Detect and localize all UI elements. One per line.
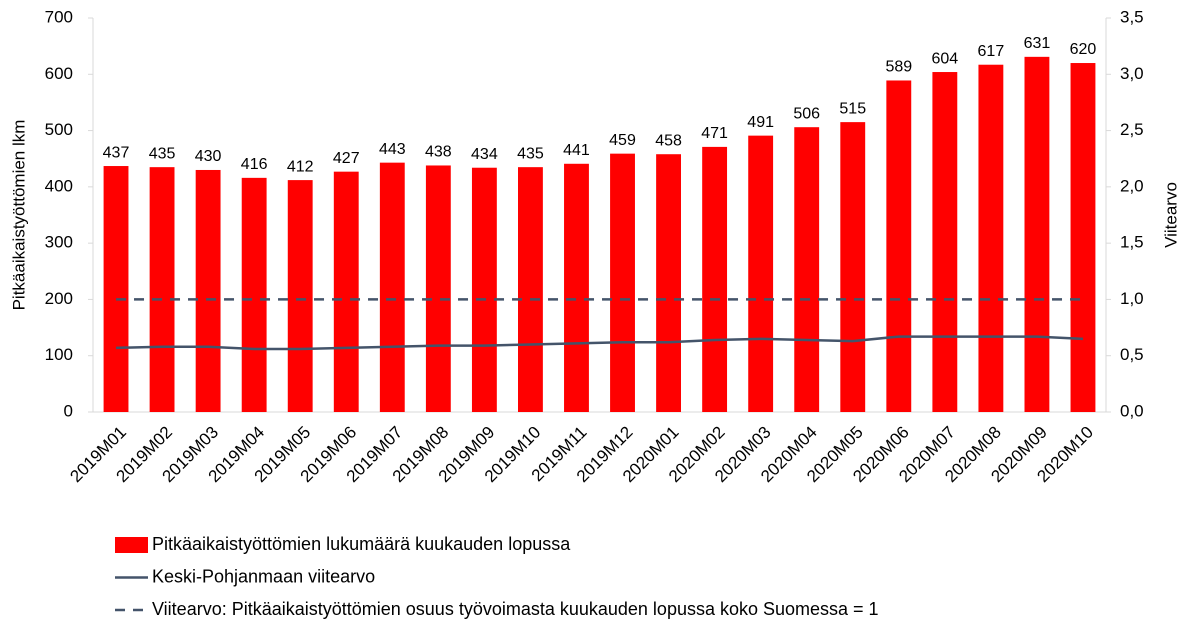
bar: [471, 167, 497, 412]
data-label: 437: [103, 144, 130, 161]
data-label: 438: [425, 144, 452, 161]
bar: [932, 72, 958, 412]
data-label: 416: [241, 156, 268, 173]
data-label: 589: [885, 59, 912, 76]
bar: [517, 167, 543, 412]
bar: [978, 64, 1004, 413]
bar: [702, 146, 728, 412]
y2-tick-label: 0,5: [1120, 345, 1144, 364]
bar: [241, 177, 267, 412]
y2-tick-label: 1,0: [1120, 289, 1144, 308]
bar: [379, 162, 405, 412]
data-label: 443: [379, 141, 406, 158]
y-tick-label: 0: [64, 401, 73, 420]
bar: [195, 169, 221, 412]
y-tick-label: 200: [45, 289, 73, 308]
bar: [287, 180, 313, 412]
bar: [149, 167, 175, 412]
bar: [748, 135, 774, 412]
y2-tick-label: 3,5: [1120, 7, 1144, 26]
bar: [656, 154, 682, 412]
data-label: 441: [563, 142, 590, 159]
y-tick-label: 300: [45, 233, 73, 252]
data-label: 430: [195, 148, 222, 165]
bar: [840, 122, 866, 412]
y-tick-label: 700: [45, 7, 73, 26]
data-label: 435: [149, 145, 176, 162]
data-label: 604: [931, 50, 958, 67]
bar: [564, 163, 589, 412]
line: [115, 335, 1084, 351]
bar: [794, 127, 820, 413]
data-label: 515: [839, 100, 866, 117]
data-label: 412: [287, 158, 314, 175]
data-label: 435: [517, 145, 544, 162]
y-tick-label: 600: [45, 64, 73, 83]
y-axis-title: Pitkäaikaistyöttömien lkm: [9, 120, 28, 311]
data-label: 471: [701, 125, 728, 142]
bar: [1024, 56, 1050, 412]
y2-axis-title: Viitearvo: [1161, 182, 1180, 248]
bar: [1070, 63, 1096, 413]
data-label: 459: [609, 132, 636, 149]
y-tick-label: 100: [45, 345, 73, 364]
bar: [333, 171, 359, 412]
y2-tick-label: 2,5: [1120, 120, 1144, 139]
legend-swatch: [115, 537, 148, 553]
data-label: 506: [793, 105, 820, 122]
y2-tick-label: 2,0: [1120, 176, 1144, 195]
bar: [425, 165, 451, 412]
legend-label: Keski-Pohjanmaan viitearvo: [152, 566, 375, 586]
bar: [886, 80, 912, 412]
y2-tick-label: 3,0: [1120, 64, 1144, 83]
data-label: 620: [1070, 41, 1097, 58]
y2-tick-label: 1,5: [1120, 233, 1144, 252]
legend-label: Viitearvo: Pitkäaikaistyöttömien osuus t…: [152, 599, 879, 619]
y2-tick-label: 0,0: [1120, 401, 1144, 420]
legend-label: Pitkäaikaistyöttömien lukumäärä kuukaude…: [152, 534, 571, 554]
data-label: 491: [747, 114, 774, 131]
data-label: 458: [655, 132, 682, 149]
data-label: 434: [471, 146, 498, 163]
data-label: 631: [1024, 35, 1051, 52]
bar: [103, 166, 129, 412]
bar: [610, 153, 635, 413]
y-tick-label: 500: [45, 120, 73, 139]
y-tick-label: 400: [45, 176, 73, 195]
data-label: 617: [978, 43, 1005, 60]
data-label: 427: [333, 150, 360, 167]
